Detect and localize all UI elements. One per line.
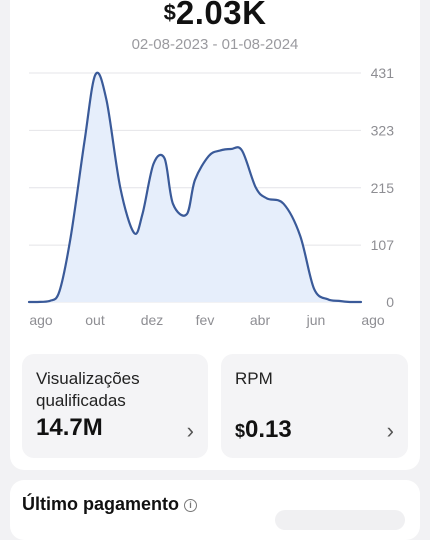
qualified-views-tile[interactable]: Visualizações qualificadas 14.7M › xyxy=(22,354,208,458)
qualified-views-value: 14.7M xyxy=(36,414,103,441)
x-tick-label: jun xyxy=(306,312,326,328)
series-area xyxy=(29,72,361,303)
last-payment-title: Último pagamento i xyxy=(22,494,198,515)
earnings-amount: 2.03K xyxy=(175,0,267,31)
chevron-right-icon: › xyxy=(386,418,394,443)
y-tick-label: 323 xyxy=(371,122,395,138)
last-payment-label: Último pagamento xyxy=(22,494,180,514)
date-range: 02-08-2023 - 01-08-2024 xyxy=(131,36,299,53)
y-tick-label: 107 xyxy=(371,237,395,253)
series-line xyxy=(27,71,363,304)
rpm-tile[interactable]: RPM $0.13 › xyxy=(221,354,408,458)
qualified-views-label-line2: qualificadas xyxy=(36,391,126,410)
currency-symbol: $ xyxy=(163,0,176,25)
payment-pill xyxy=(275,510,405,530)
qualified-views-label: Visualizações qualificadas xyxy=(36,368,140,412)
y-tick-label: 431 xyxy=(371,65,395,81)
info-icon[interactable]: i xyxy=(184,499,198,512)
x-tick-label: dez xyxy=(141,312,164,328)
y-tick-label: 0 xyxy=(386,294,394,310)
rpm-value-wrap: $0.13 xyxy=(235,416,292,444)
x-tick-label: fev xyxy=(196,312,215,328)
earnings-total: $2.03K xyxy=(0,0,430,32)
qualified-views-label-line1: Visualizações xyxy=(36,369,140,388)
x-tick-label: ago xyxy=(29,312,53,328)
rpm-currency-symbol: $ xyxy=(235,421,246,441)
x-tick-label: out xyxy=(85,312,105,328)
x-tick-label: abr xyxy=(250,312,271,328)
x-tick-label: ago xyxy=(361,312,385,328)
y-tick-label: 215 xyxy=(371,180,395,196)
rpm-value: 0.13 xyxy=(245,416,292,443)
chevron-right-icon: › xyxy=(186,418,194,443)
rpm-label: RPM xyxy=(235,369,273,388)
